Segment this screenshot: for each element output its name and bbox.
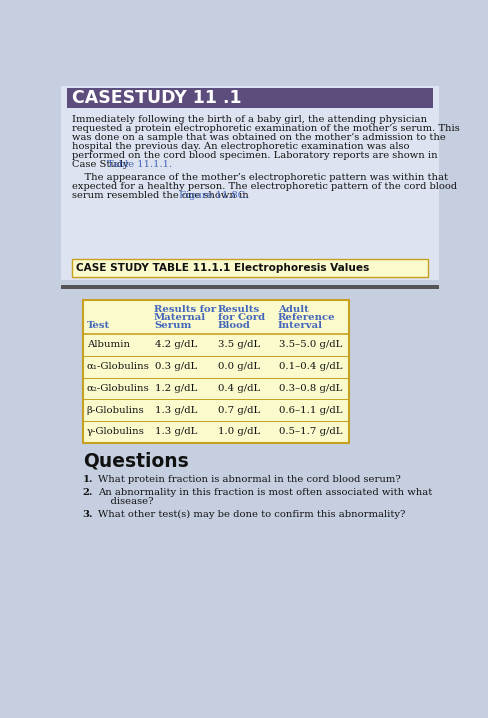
Text: CASE STUDY TABLE 11.1.1 Electrophoresis Values: CASE STUDY TABLE 11.1.1 Electrophoresis … (77, 263, 370, 273)
Text: α₁-Globulins: α₁-Globulins (86, 362, 149, 371)
Text: Maternal: Maternal (154, 313, 206, 322)
Polygon shape (82, 300, 349, 443)
Text: Results for: Results for (154, 305, 216, 314)
Text: 1.3 g/dL: 1.3 g/dL (155, 427, 197, 437)
Text: 0.1–0.4 g/dL: 0.1–0.4 g/dL (279, 362, 342, 371)
Text: requested a protein electrophoretic examination of the mother’s serum. This: requested a protein electrophoretic exam… (72, 123, 460, 133)
Text: Serum: Serum (154, 321, 191, 330)
Text: 0.6–1.1 g/dL: 0.6–1.1 g/dL (279, 406, 342, 414)
Polygon shape (72, 258, 428, 277)
Text: What other test(s) may be done to confirm this abnormality?: What other test(s) may be done to confir… (98, 510, 406, 519)
Text: hospital the previous day. An electrophoretic examination was also: hospital the previous day. An electropho… (72, 142, 409, 151)
Text: 1.: 1. (82, 475, 93, 484)
Text: Albumin: Albumin (86, 340, 130, 350)
Text: expected for a healthy person. The electrophoretic pattern of the cord blood: expected for a healthy person. The elect… (72, 182, 457, 191)
Text: An abnormality in this fraction is most often associated with what: An abnormality in this fraction is most … (98, 488, 432, 497)
Text: CASESTUDY 11 .1: CASESTUDY 11 .1 (72, 89, 242, 107)
Text: 0.3 g/dL: 0.3 g/dL (155, 362, 197, 371)
Text: The appearance of the mother’s electrophoretic pattern was within that: The appearance of the mother’s electroph… (72, 173, 448, 182)
Text: Blood: Blood (218, 321, 250, 330)
Text: 2.: 2. (82, 488, 93, 497)
Text: Test: Test (86, 321, 110, 330)
Text: Immediately following the birth of a baby girl, the attending physician: Immediately following the birth of a bab… (72, 115, 427, 123)
Text: β-Globulins: β-Globulins (86, 406, 144, 414)
Text: What protein fraction is abnormal in the cord blood serum?: What protein fraction is abnormal in the… (98, 475, 401, 484)
Text: α₂-Globulins: α₂-Globulins (86, 384, 149, 393)
Text: 0.0 g/dL: 0.0 g/dL (218, 362, 261, 371)
Text: 0.7 g/dL: 0.7 g/dL (218, 406, 261, 414)
Text: 1.0 g/dL: 1.0 g/dL (218, 427, 261, 437)
Text: 3.: 3. (82, 510, 93, 519)
Text: 0.3–0.8 g/dL: 0.3–0.8 g/dL (279, 384, 342, 393)
Text: γ-Globulins: γ-Globulins (86, 427, 144, 437)
Text: Reference: Reference (278, 313, 336, 322)
Text: for Cord: for Cord (218, 313, 264, 322)
Text: was done on a sample that was obtained on the mother’s admission to the: was done on a sample that was obtained o… (72, 133, 446, 142)
Text: 4.2 g/dL: 4.2 g/dL (155, 340, 197, 350)
Text: 3.5–5.0 g/dL: 3.5–5.0 g/dL (279, 340, 342, 350)
Text: 0.4 g/dL: 0.4 g/dL (218, 384, 261, 393)
Text: performed on the cord blood specimen. Laboratory reports are shown in: performed on the cord blood specimen. La… (72, 151, 437, 160)
Text: Case Study: Case Study (72, 160, 132, 169)
Text: 3.5 g/dL: 3.5 g/dL (218, 340, 261, 350)
Text: 1.3 g/dL: 1.3 g/dL (155, 406, 197, 414)
Text: Adult: Adult (278, 305, 309, 314)
Text: serum resembled the one shown in: serum resembled the one shown in (72, 191, 252, 200)
Text: disease?: disease? (98, 498, 154, 506)
Text: Results: Results (218, 305, 260, 314)
Text: Interval: Interval (278, 321, 323, 330)
Polygon shape (61, 86, 439, 280)
Text: 0.5–1.7 g/dL: 0.5–1.7 g/dL (279, 427, 342, 437)
Polygon shape (67, 88, 433, 108)
Polygon shape (61, 285, 439, 289)
Text: Table 11.1.1.: Table 11.1.1. (107, 160, 173, 169)
Text: 1.2 g/dL: 1.2 g/dL (155, 384, 197, 393)
Text: Questions: Questions (82, 452, 188, 471)
Text: Figure 11.8C.: Figure 11.8C. (179, 191, 248, 200)
